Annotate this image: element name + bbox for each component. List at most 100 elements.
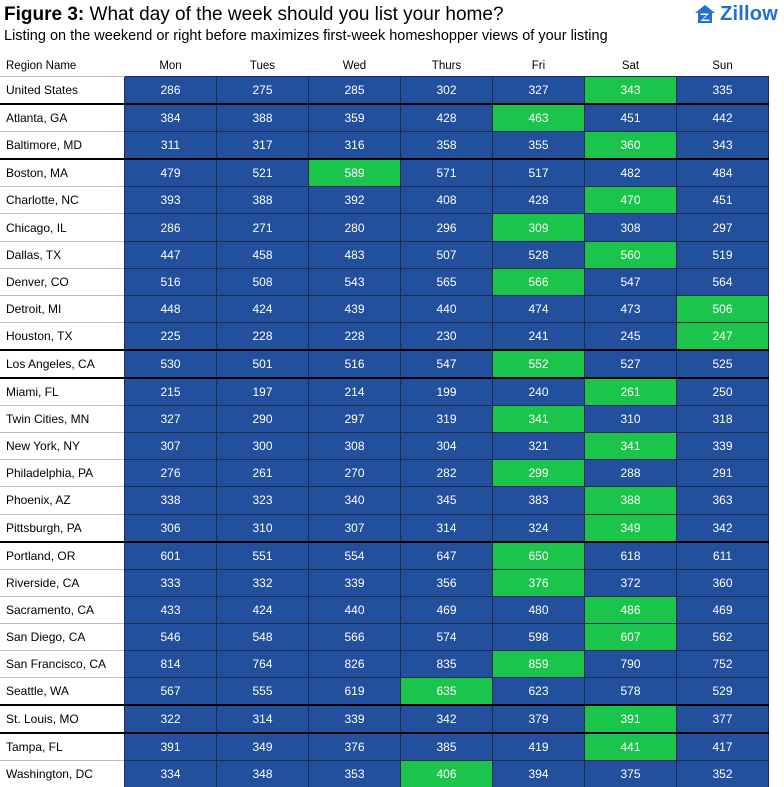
value-cell: 483	[309, 241, 401, 268]
value-cell: 551	[217, 542, 309, 570]
value-cell: 501	[217, 350, 309, 378]
value-cell: 349	[217, 733, 309, 761]
value-cell: 286	[125, 77, 217, 105]
value-cell: 383	[493, 487, 585, 514]
max-value-cell: 341	[585, 433, 677, 460]
max-value-cell: 650	[493, 542, 585, 570]
value-cell: 442	[677, 104, 769, 132]
value-cell: 324	[493, 514, 585, 542]
value-cell: 342	[401, 705, 493, 733]
value-cell: 352	[677, 761, 769, 787]
value-cell: 230	[401, 322, 493, 350]
value-cell: 598	[493, 623, 585, 650]
value-cell: 270	[309, 460, 401, 487]
value-cell: 228	[309, 322, 401, 350]
value-cell: 333	[125, 569, 217, 596]
max-value-cell: 247	[677, 322, 769, 350]
value-cell: 424	[217, 596, 309, 623]
value-cell: 348	[217, 761, 309, 787]
region-name-cell: Phoenix, AZ	[0, 487, 125, 514]
value-cell: 473	[585, 295, 677, 322]
value-cell: 377	[677, 705, 769, 733]
value-cell: 508	[217, 268, 309, 295]
value-cell: 317	[217, 132, 309, 160]
value-cell: 261	[217, 460, 309, 487]
value-cell: 250	[677, 378, 769, 406]
day-header-sun: Sun	[677, 55, 769, 77]
value-cell: 356	[401, 569, 493, 596]
value-cell: 375	[585, 761, 677, 787]
value-cell: 428	[401, 104, 493, 132]
value-cell: 392	[309, 187, 401, 214]
region-name-cell: Seattle, WA	[0, 678, 125, 706]
value-cell: 764	[217, 650, 309, 677]
value-cell: 240	[493, 378, 585, 406]
max-value-cell: 506	[677, 295, 769, 322]
max-value-cell: 388	[585, 487, 677, 514]
value-cell: 527	[585, 350, 677, 378]
max-value-cell: 607	[585, 623, 677, 650]
value-cell: 286	[125, 214, 217, 241]
value-cell: 215	[125, 378, 217, 406]
value-cell: 451	[677, 187, 769, 214]
value-cell: 323	[217, 487, 309, 514]
value-cell: 826	[309, 650, 401, 677]
value-cell: 521	[217, 159, 309, 187]
value-cell: 529	[677, 678, 769, 706]
listing-views-table-wrapper: Region Name Mon Tues Wed Thurs Fri Sat S…	[0, 55, 769, 787]
figure-title-text: What day of the week should you list you…	[84, 4, 503, 25]
value-cell: 519	[677, 241, 769, 268]
value-cell: 340	[309, 487, 401, 514]
value-cell: 546	[125, 623, 217, 650]
region-name-cell: Detroit, MI	[0, 295, 125, 322]
value-cell: 343	[677, 132, 769, 160]
value-cell: 451	[585, 104, 677, 132]
value-cell: 363	[677, 487, 769, 514]
max-value-cell: 560	[585, 241, 677, 268]
value-cell: 394	[493, 761, 585, 787]
max-value-cell: 470	[585, 187, 677, 214]
zillow-logo-text: Zillow	[720, 3, 778, 26]
value-cell: 310	[585, 406, 677, 433]
value-cell: 565	[401, 268, 493, 295]
region-name-cell: Chicago, IL	[0, 214, 125, 241]
value-cell: 288	[585, 460, 677, 487]
value-cell: 197	[217, 378, 309, 406]
value-cell: 311	[125, 132, 217, 160]
value-cell: 484	[677, 159, 769, 187]
value-cell: 814	[125, 650, 217, 677]
value-cell: 530	[125, 350, 217, 378]
value-cell: 338	[125, 487, 217, 514]
max-value-cell: 261	[585, 378, 677, 406]
value-cell: 276	[125, 460, 217, 487]
value-cell: 275	[217, 77, 309, 105]
region-name-cell: Baltimore, MD	[0, 132, 125, 160]
value-cell: 214	[309, 378, 401, 406]
value-cell: 291	[677, 460, 769, 487]
value-cell: 304	[401, 433, 493, 460]
value-cell: 353	[309, 761, 401, 787]
value-cell: 388	[217, 187, 309, 214]
day-header-tues: Tues	[217, 55, 309, 77]
value-cell: 547	[585, 268, 677, 295]
value-cell: 440	[309, 596, 401, 623]
value-cell: 241	[493, 322, 585, 350]
value-cell: 835	[401, 650, 493, 677]
value-cell: 393	[125, 187, 217, 214]
value-cell: 547	[401, 350, 493, 378]
zillow-house-icon	[694, 4, 716, 24]
value-cell: 384	[125, 104, 217, 132]
